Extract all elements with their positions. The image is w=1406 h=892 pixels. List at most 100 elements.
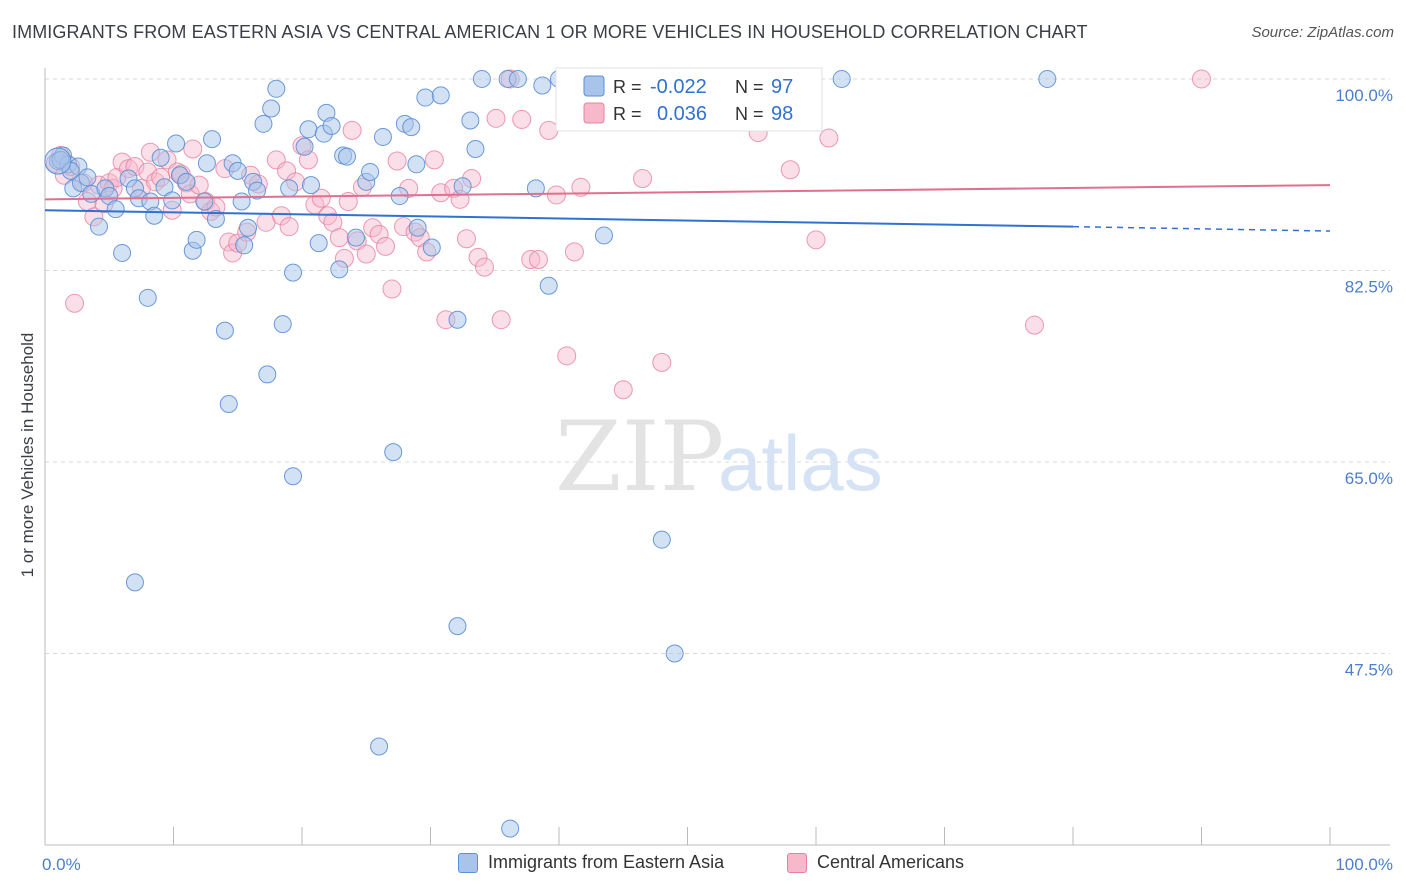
data-point-central-americans [819,128,839,148]
data-point-central-americans [806,230,826,250]
data-point-eastern-asia [408,218,427,237]
data-point-central-americans [633,169,653,189]
data-point-central-americans [491,310,511,330]
data-point-central-americans [369,224,389,244]
watermark-zip: ZIP [555,401,724,513]
legend-r-label-pink: R = [613,104,642,124]
data-point-eastern-asia [370,737,389,756]
data-point-eastern-asia [177,172,196,191]
data-point-central-americans [468,247,488,267]
data-point-eastern-asia [215,321,234,340]
data-point-eastern-asia [461,111,480,130]
legend-n-label-pink: N = [735,104,764,124]
data-point-central-americans [431,183,451,203]
data-point-eastern-asia [89,217,108,236]
data-point-central-americans [271,206,291,226]
data-point-eastern-asia [665,644,684,663]
data-point-central-americans [424,150,444,170]
trend-line-eastern-asia [44,209,1074,228]
data-point-eastern-asia [167,134,186,153]
watermark: ZIP atlas [555,401,883,513]
data-point-central-americans [539,120,559,140]
y-tick-label: 65.0% [1345,469,1393,488]
y-tick-label: 82.5% [1345,277,1393,296]
data-point-eastern-asia [309,234,328,253]
legend: R = -0.022 N = 97 R = 0.036 N = 98 [555,67,823,132]
data-point-eastern-asia [384,443,403,462]
data-point-eastern-asia [533,76,552,95]
data-point-central-americans [1024,315,1044,335]
data-point-eastern-asia [273,315,292,334]
data-point-central-americans [613,380,633,400]
legend-n-label-blue: N = [735,77,764,97]
legend-r-value-blue: -0.022 [650,76,707,98]
data-point-eastern-asia [163,191,182,210]
bottom-legend: Immigrants from Eastern Asia Central Ame… [0,852,1406,876]
data-point-eastern-asia [280,179,299,198]
data-point-central-americans [564,242,584,262]
data-point-central-americans [546,185,566,205]
data-point-eastern-asia [453,177,472,196]
data-point-eastern-asia [301,176,320,195]
bottom-legend-swatch-blue [458,852,478,873]
data-point-eastern-asia [416,88,435,107]
data-point-central-americans [652,352,672,372]
bottom-legend-item-pink: Central Americans [787,852,964,873]
data-point-central-americans [311,188,331,208]
data-point-eastern-asia [219,394,238,413]
data-point-eastern-asia [539,276,558,295]
data-point-eastern-asia [337,147,356,166]
data-point-eastern-asia [203,130,222,149]
data-point-eastern-asia [448,617,467,636]
x-tick-label: 100.0% [1335,855,1393,874]
data-point-eastern-asia [330,260,349,279]
data-point-central-americans [557,346,577,366]
bottom-legend-label-pink: Central Americans [817,852,965,872]
data-point-eastern-asia [508,69,527,88]
chart-source: Source: ZipAtlas.com [1251,24,1394,41]
data-point-eastern-asia [106,200,125,219]
data-point-eastern-asia [228,161,247,180]
tick-labels: 47.5% 65.0% 82.5% 100.0% 0.0% 100.0% [42,86,1393,874]
data-point-central-americans [780,160,800,180]
trend-lines [44,184,1331,232]
data-point-central-americans [183,139,203,159]
legend-swatch-pink [583,102,605,124]
data-point-eastern-asia [206,210,225,229]
data-point-eastern-asia [322,117,341,136]
data-point-central-americans [528,250,548,270]
legend-n-value-blue: 97 [771,76,793,98]
data-point-eastern-asia [422,238,441,257]
data-point-eastern-asia [1038,69,1057,88]
data-point-eastern-asia [197,154,216,173]
data-point-eastern-asia [125,573,144,592]
data-point-central-americans [138,162,158,182]
data-point-central-americans [329,228,349,248]
data-point-central-americans [65,293,85,313]
data-point-central-americans [512,109,532,129]
bottom-legend-swatch-pink [787,852,807,873]
trend-line-central-americans [44,184,1331,201]
data-point-eastern-asia [248,181,267,200]
chart-title: IMMIGRANTS FROM EASTERN ASIA VS CENTRAL … [12,22,1088,42]
data-point-eastern-asia [78,168,97,187]
data-point-eastern-asia [195,192,214,211]
data-point-eastern-asia [295,137,314,156]
data-point-eastern-asia [258,365,277,384]
legend-r-label-blue: R = [613,77,642,97]
data-point-eastern-asia [284,467,303,486]
data-point-eastern-asia [346,228,365,247]
legend-r-value-pink: 0.036 [657,103,707,125]
watermark-atlas: atlas [718,419,883,507]
data-point-eastern-asia [151,148,170,167]
data-point-central-americans [521,250,541,270]
data-point-eastern-asia [466,139,485,158]
trend-line-eastern-asia-extension [1072,225,1331,232]
data-point-eastern-asia [267,79,286,98]
data-point-central-americans [356,244,376,264]
data-point-eastern-asia [232,192,251,211]
data-point-central-americans [1192,69,1211,89]
data-point-central-americans [474,257,494,277]
x-tick-label: 0.0% [42,855,81,874]
